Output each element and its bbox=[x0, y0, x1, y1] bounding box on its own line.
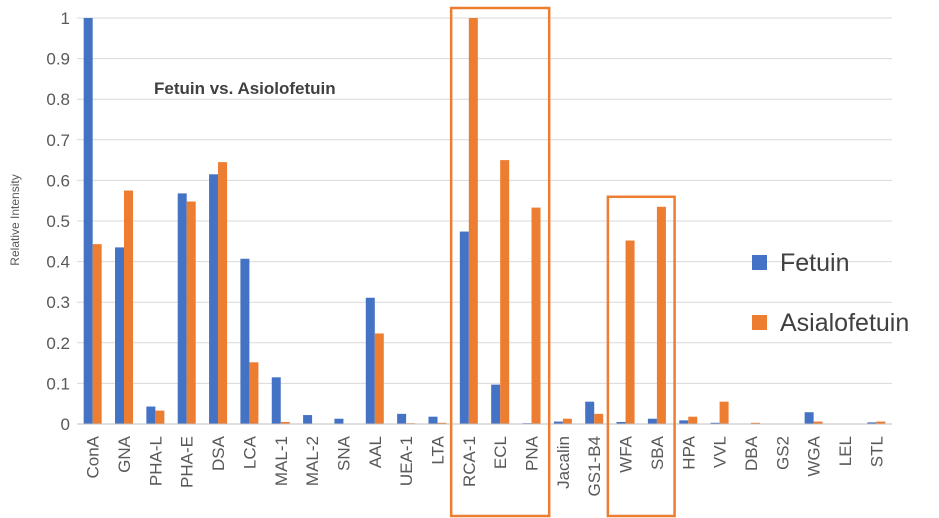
x-tick-label: SBA bbox=[648, 435, 667, 470]
bar-asialofetuin-stl bbox=[876, 421, 886, 424]
bar-fetuin-uea-1 bbox=[397, 413, 407, 424]
bar-fetuin-pha-e bbox=[177, 193, 187, 424]
x-tick-label: Jacalin bbox=[554, 436, 573, 489]
bar-asialofetuin-pna bbox=[531, 207, 541, 424]
x-tick-label: MAL-2 bbox=[303, 436, 322, 486]
x-tick-label: GNA bbox=[115, 435, 134, 473]
x-tick-label: ECL bbox=[491, 436, 510, 469]
bar-fetuin-jacalin bbox=[553, 421, 563, 424]
y-tick-label: 0.3 bbox=[46, 293, 70, 312]
x-tick-label: VVL bbox=[711, 436, 730, 468]
y-tick-label: 0.6 bbox=[46, 171, 70, 190]
bar-fetuin-vvl bbox=[710, 422, 720, 424]
bar-fetuin-lta bbox=[428, 416, 438, 424]
bar-asialofetuin-wfa bbox=[625, 240, 635, 424]
x-tick-label: LCA bbox=[240, 435, 259, 469]
bar-fetuin-cona bbox=[83, 18, 93, 424]
x-tick-label: WFA bbox=[617, 435, 636, 472]
bar-asialofetuin-sba bbox=[656, 206, 666, 424]
y-tick-label: 0.8 bbox=[46, 90, 70, 109]
x-tick-label: STL bbox=[867, 436, 886, 467]
gridlines bbox=[77, 17, 892, 384]
highlight-box-1 bbox=[449, 6, 551, 518]
bar-asialofetuin-dsa bbox=[218, 162, 228, 424]
bar-fetuin-sba bbox=[647, 418, 657, 424]
x-tick-label: LTA bbox=[428, 435, 447, 464]
bar-asialofetuin-aal bbox=[374, 333, 384, 424]
bar-asialofetuin-pha-e bbox=[186, 201, 196, 424]
y-axis-ticks: 0 0.1 0.2 0.3 0.4 0.5 0.6 0.7 0.8 0.9 1 bbox=[46, 9, 70, 434]
bar-asialofetuin-jacalin bbox=[562, 418, 572, 424]
bar-fetuin-sna bbox=[334, 418, 344, 424]
bar-fetuin-pha-l bbox=[146, 406, 156, 424]
bar-asialofetuin-lca bbox=[249, 362, 259, 424]
y-tick-label: 0.7 bbox=[46, 131, 70, 150]
x-tick-label: GS2 bbox=[773, 436, 792, 470]
y-tick-label: 0.9 bbox=[46, 50, 70, 69]
x-tick-label: MAL-1 bbox=[272, 436, 291, 486]
bar-asialofetuin-cona bbox=[92, 244, 102, 424]
y-tick-label: 0 bbox=[61, 415, 70, 434]
bar-fetuin-ecl bbox=[491, 384, 501, 424]
bar-asialofetuin-vvl bbox=[719, 401, 729, 424]
legend-swatch-asialofetuin bbox=[752, 315, 767, 330]
bar-fetuin-dsa bbox=[209, 174, 219, 424]
bar-fetuin-hpa bbox=[679, 420, 689, 424]
x-tick-label: PHA-E bbox=[178, 436, 197, 488]
bar-fetuin-mal-1 bbox=[271, 377, 281, 424]
bar-fetuin-wfa bbox=[616, 421, 626, 424]
bar-asialofetuin-ecl bbox=[500, 160, 510, 424]
x-tick-label: ConA bbox=[84, 435, 103, 478]
bar-fetuin-gs1-b4 bbox=[585, 401, 595, 424]
bar-asialofetuin-wga bbox=[813, 421, 823, 424]
x-tick-label: DBA bbox=[742, 435, 761, 471]
bar-asialofetuin-mal-1 bbox=[280, 421, 290, 424]
legend-label-fetuin: Fetuin bbox=[780, 249, 849, 277]
x-tick-label: PNA bbox=[523, 435, 542, 471]
x-tick-label: DSA bbox=[209, 435, 228, 471]
x-tick-label: AAL bbox=[366, 436, 385, 468]
bar-fetuin-wga bbox=[804, 412, 814, 424]
bar-fetuin-rca-1 bbox=[459, 231, 469, 424]
bar-asialofetuin-lta bbox=[437, 422, 447, 424]
bar-asialofetuin-rca-1 bbox=[468, 18, 478, 424]
x-tick-label: WGA bbox=[805, 435, 824, 476]
x-tick-label: PHA-L bbox=[146, 436, 165, 486]
bar-fetuin-lca bbox=[240, 258, 250, 424]
x-tick-label: RCA-1 bbox=[460, 436, 479, 487]
legend: Fetuin Asialofetuin bbox=[752, 249, 909, 337]
bar-asialofetuin-gna bbox=[124, 190, 134, 424]
highlight-boxes bbox=[449, 6, 676, 518]
y-tick-label: 0.5 bbox=[46, 212, 70, 231]
y-tick-label: 0.4 bbox=[46, 253, 70, 272]
bar-asialofetuin-pha-l bbox=[155, 410, 165, 424]
bar-fetuin-mal-2 bbox=[303, 415, 313, 424]
x-tick-label: GS1-B4 bbox=[585, 436, 604, 496]
x-tick-label: SNA bbox=[334, 435, 353, 471]
bar-fetuin-aal bbox=[365, 297, 375, 424]
bar-fetuin-stl bbox=[867, 422, 877, 424]
y-tick-label: 0.1 bbox=[46, 374, 70, 393]
y-tick-label: 1 bbox=[61, 9, 70, 28]
chart-title: Fetuin vs. Asiolofetuin bbox=[154, 79, 336, 98]
legend-label-asialofetuin: Asialofetuin bbox=[780, 309, 909, 337]
x-tick-label: LEL bbox=[836, 436, 855, 466]
legend-swatch-fetuin bbox=[752, 255, 767, 270]
x-tick-label: HPA bbox=[679, 435, 698, 469]
x-tick-label: UEA-1 bbox=[397, 436, 416, 486]
bar-fetuin-gna bbox=[115, 247, 125, 424]
bar-asialofetuin-dba bbox=[750, 422, 760, 424]
bar-asialofetuin-gs1-b4 bbox=[594, 413, 604, 424]
x-axis-ticks: ConA GNA PHA-L PHA-E DSA LCA MAL-1 MAL-2 SNA AAL U… bbox=[84, 435, 887, 496]
y-tick-label: 0.2 bbox=[46, 334, 70, 353]
highlight-box-2 bbox=[606, 195, 676, 518]
bar-asialofetuin-hpa bbox=[688, 416, 698, 424]
bars bbox=[83, 18, 886, 424]
y-axis-label: Relative Intensity bbox=[8, 174, 22, 265]
